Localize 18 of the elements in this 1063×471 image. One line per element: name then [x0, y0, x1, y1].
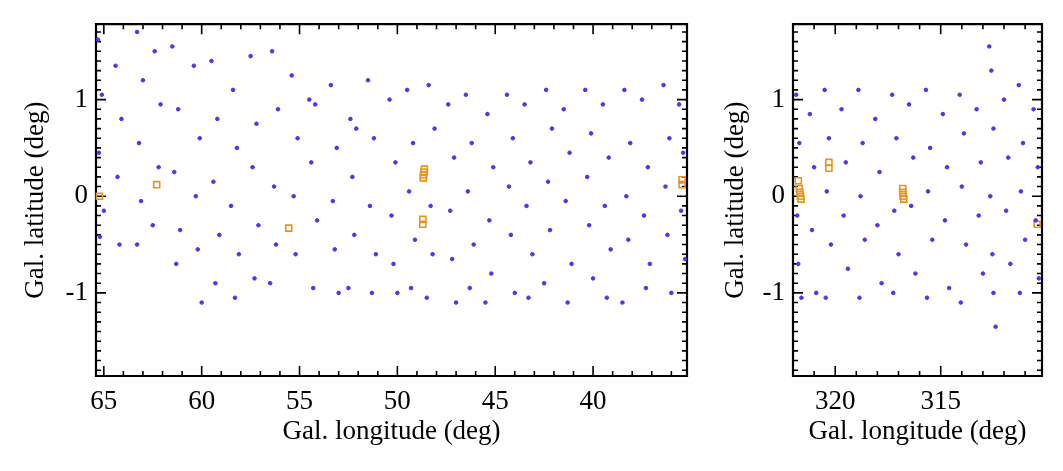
x-tick-label: 55	[286, 385, 314, 416]
y-tick-label: 0	[771, 179, 785, 210]
x-tick-label: 45	[481, 385, 509, 416]
y-tick-label: 1	[771, 82, 785, 113]
x-tick-label: 65	[90, 385, 118, 416]
y-axis-title: Gal. latitude (deg)	[19, 101, 50, 299]
x-axis-title: Gal. longitude (deg)	[808, 414, 1027, 445]
y-tick-label: -1	[762, 275, 785, 306]
y-tick-label: 0	[74, 179, 88, 210]
y-tick-label: -1	[65, 275, 88, 306]
x-tick-label: 320	[814, 385, 856, 416]
x-tick-label: 50	[383, 385, 411, 416]
x-tick-label: 315	[920, 385, 961, 416]
x-tick-label: 40	[579, 385, 607, 416]
y-axis-title: Gal. latitude (deg)	[719, 101, 750, 299]
y-tick-label: 1	[74, 82, 88, 113]
x-axis-title: Gal. longitude (deg)	[282, 414, 501, 445]
x-tick-label: 60	[188, 385, 216, 416]
